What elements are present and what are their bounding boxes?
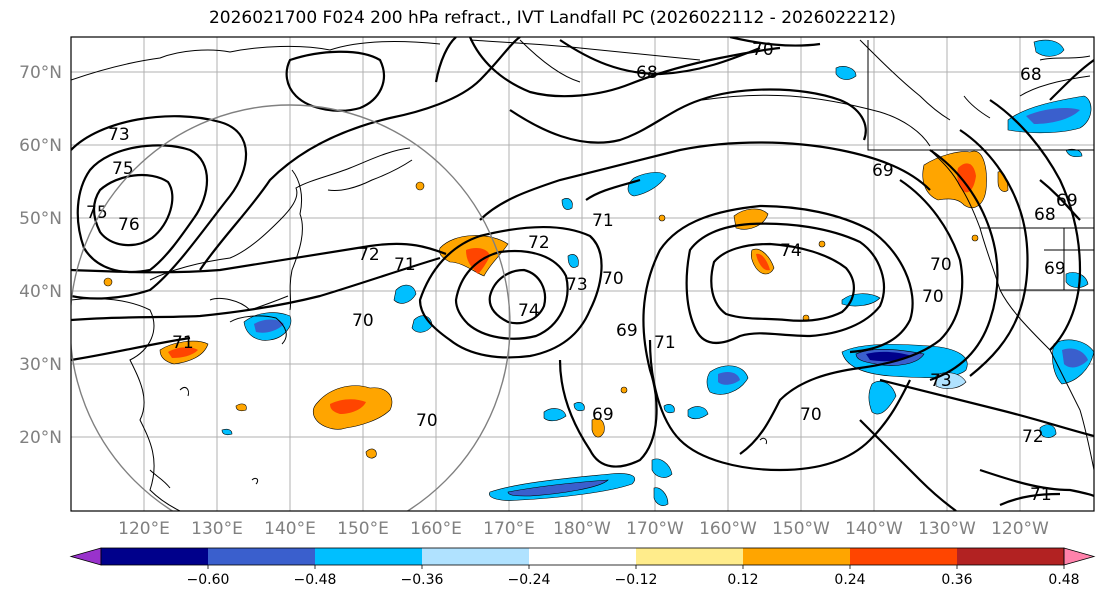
colorbar-bin [315,548,423,565]
svg-text:69: 69 [872,161,894,181]
colorbar-tick-label: −0.36 [401,572,444,588]
svg-text:71: 71 [394,255,416,275]
svg-text:72: 72 [1022,427,1044,447]
lon-label-120w: 120°W [991,519,1049,539]
svg-text:70: 70 [602,269,624,289]
colorbar-bin [422,548,530,565]
svg-text:69: 69 [1044,259,1066,279]
lat-label-40n: 40°N [19,282,62,302]
svg-text:71: 71 [1030,485,1052,505]
colorbar-tick-label: −0.24 [508,572,551,588]
lon-label-160w: 160°W [699,519,757,539]
lon-label-180w: 180°W [553,519,611,539]
lat-label-50n: 50°N [19,209,62,229]
svg-text:68: 68 [636,63,658,83]
svg-text:75: 75 [112,159,134,179]
lat-label-60n: 60°N [19,136,62,156]
colorbar-frame [100,547,1065,566]
colorbar-bin [101,548,209,565]
lon-label-120e: 120°E [118,519,170,539]
svg-text:72: 72 [358,245,380,265]
lon-label-160e: 160°E [410,519,462,539]
lat-label-30n: 30°N [19,355,62,375]
colorbar-bin [636,548,744,565]
colorbar-tick-label: 0.36 [941,572,972,588]
refractivity-contours [71,37,1094,511]
colorbar-extend-low [69,547,102,566]
lon-label-150e: 150°E [337,519,389,539]
lon-label-170e: 170°E [483,519,535,539]
longitude-labels: 120°E 130°E 140°E 150°E 160°E 170°E 180°… [118,519,1049,539]
lat-label-70n: 70°N [19,63,62,83]
lon-label-140e: 140°E [264,519,316,539]
colorbar: −0.60 −0.48 −0.36 −0.24 −0.12 0.12 0.24 0.36 0.4… [69,547,1096,588]
lon-label-170w: 170°W [626,519,684,539]
map-border [70,36,1095,512]
svg-text:74: 74 [518,301,540,321]
svg-text:73: 73 [566,275,588,295]
coastlines [71,39,1094,511]
svg-text:73: 73 [108,125,130,145]
svg-text:70: 70 [752,40,774,60]
svg-text:73: 73 [930,371,952,391]
svg-text:68: 68 [1020,65,1042,85]
colorbar-bin [850,548,958,565]
latitude-labels: 70°N 60°N 50°N 40°N 30°N 20°N [19,63,62,448]
map-title: 2026021700 F024 200 hPa refract., IVT La… [208,8,896,28]
lon-label-150w: 150°W [772,519,830,539]
colorbar-tick-label: 0.48 [1048,572,1079,588]
svg-text:70: 70 [922,287,944,307]
svg-text:76: 76 [118,215,140,235]
svg-text:75: 75 [86,203,108,223]
colorbar-bin [957,548,1065,565]
svg-text:70: 70 [930,255,952,275]
svg-text:70: 70 [800,405,822,425]
colorbar-bin [743,548,851,565]
svg-text:69: 69 [616,321,638,341]
svg-text:71: 71 [172,333,194,353]
colorbar-tick-label: −0.60 [187,572,230,588]
svg-text:71: 71 [654,333,676,353]
contour-labels: 70 68 73 75 76 75 72 71 71 72 74 73 70 6… [86,40,1078,505]
lon-label-130w: 130°W [918,519,976,539]
svg-text:69: 69 [1056,191,1078,211]
colorbar-tick-label: 0.12 [727,572,758,588]
ivt-shading [103,39,1094,506]
svg-text:74: 74 [780,241,802,261]
svg-text:72: 72 [528,233,550,253]
colorbar-bin [208,548,316,565]
colorbar-bin [529,548,637,565]
svg-text:70: 70 [416,411,438,431]
colorbar-tick-label: −0.48 [294,572,337,588]
svg-text:68: 68 [1034,205,1056,225]
lon-label-130e: 130°E [191,519,243,539]
lat-label-20n: 20°N [19,428,62,448]
svg-text:69: 69 [592,405,614,425]
svg-text:71: 71 [592,211,614,231]
svg-text:70: 70 [352,311,374,331]
colorbar-tick-label: −0.12 [615,572,658,588]
colorbar-tick-label: 0.24 [834,572,865,588]
colorbar-extend-high [1063,547,1096,566]
reference-circle [71,104,511,511]
lon-label-140w: 140°W [845,519,903,539]
